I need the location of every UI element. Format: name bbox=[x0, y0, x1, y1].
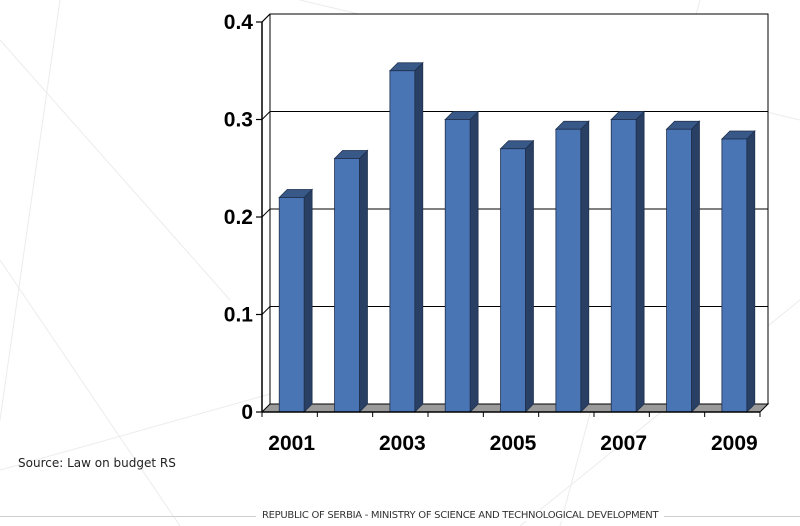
bar bbox=[278, 197, 305, 413]
bar bbox=[721, 138, 748, 413]
y-tick-label: 0.4 bbox=[224, 11, 254, 34]
x-tick-label: 2003 bbox=[379, 432, 426, 455]
x-tick-label: 2001 bbox=[268, 432, 315, 455]
bar-side bbox=[746, 130, 756, 413]
bar bbox=[666, 128, 692, 413]
bars-layer bbox=[278, 61, 756, 413]
y-tick-label: 0.3 bbox=[224, 109, 253, 132]
bar-side bbox=[580, 120, 590, 413]
x-tick-label: 2007 bbox=[600, 432, 647, 455]
bar bbox=[555, 128, 582, 413]
bar bbox=[500, 148, 526, 413]
y-tick-label: 0.1 bbox=[224, 304, 254, 327]
bar bbox=[444, 119, 471, 413]
footer-text: REPUBLIC OF SERBIA - MINISTRY OF SCIENCE… bbox=[256, 510, 665, 521]
gridline-depth bbox=[261, 306, 271, 315]
x-tick-label: 2005 bbox=[490, 432, 537, 455]
y-axis-top-depth bbox=[261, 13, 271, 23]
source-note: Source: Law on budget RS bbox=[18, 456, 176, 470]
bar-side bbox=[525, 139, 534, 413]
bar-side bbox=[359, 149, 368, 413]
gridline-depth bbox=[261, 111, 271, 120]
bar-side bbox=[303, 188, 313, 413]
labels-layer: 0 0.1 0.2 0.3 0.4 2001 2003 2005 2007 2009 bbox=[224, 11, 758, 455]
bar bbox=[610, 119, 637, 413]
axis-layer bbox=[256, 13, 761, 417]
gridline-depth bbox=[261, 208, 271, 218]
bar-side bbox=[635, 110, 645, 413]
x-tick-label: 2009 bbox=[711, 432, 758, 455]
bar-side bbox=[691, 120, 700, 413]
y-tick-label: 0.2 bbox=[224, 206, 253, 229]
bar bbox=[334, 158, 360, 413]
bar bbox=[389, 70, 416, 413]
y-tick-label: 0 bbox=[241, 401, 253, 424]
bar-side bbox=[469, 110, 479, 413]
bar-side bbox=[414, 61, 424, 413]
